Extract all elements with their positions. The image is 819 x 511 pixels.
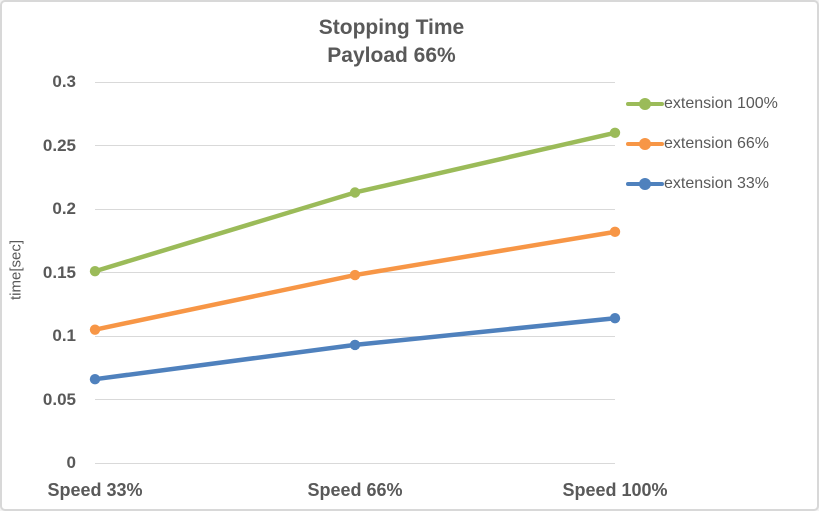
chart-title-line1: Stopping Time [318, 16, 465, 39]
gridline [95, 145, 615, 146]
y-tick-label: 0.3 [52, 72, 76, 91]
legend-line-marker-icon [626, 132, 664, 156]
data-point-marker [89, 266, 101, 277]
legend-item: extension 66% [626, 132, 778, 156]
legend-dot [639, 138, 651, 150]
gridline [95, 462, 615, 464]
data-point-marker [349, 339, 361, 351]
legend-line-marker-icon [626, 92, 664, 116]
data-point-marker [609, 127, 621, 138]
x-tick-label: Speed 66% [307, 480, 403, 500]
legend-dot [639, 178, 651, 190]
series-line [92, 130, 618, 274]
data-point-marker [89, 373, 101, 385]
legend-item: extension 33% [626, 172, 778, 196]
legend-line-marker-icon [626, 172, 664, 196]
y-tick-label: 0.05 [42, 389, 76, 409]
legend: extension 100% extension 66% extension 33% [626, 92, 778, 196]
legend-label: extension 66% [664, 135, 769, 152]
y-tick-label: 0.1 [52, 326, 76, 345]
gridline [95, 81, 615, 83]
gridline [95, 399, 615, 400]
y-tick-label: 0 [66, 453, 76, 472]
data-point-marker [349, 269, 361, 281]
x-tick-label: Speed 100% [562, 480, 668, 500]
data-point-marker [609, 313, 621, 324]
y-tick-label: 0.15 [42, 262, 76, 282]
gridline [95, 335, 615, 337]
y-tick-label: 0.25 [42, 135, 76, 155]
data-point-marker [89, 324, 101, 335]
y-tick-label: 0.2 [52, 199, 76, 218]
data-point-marker [349, 187, 361, 198]
legend-item: extension 100% [626, 92, 778, 116]
legend-label: extension 33% [664, 175, 769, 192]
legend-dot [639, 98, 651, 110]
legend-label: extension 100% [664, 95, 778, 112]
x-tick-label: Speed 33% [47, 480, 143, 500]
chart-title-line2: Payload 66% [327, 44, 456, 67]
chart-title: Stopping Time Payload 66% [2, 14, 781, 70]
gridline [95, 208, 615, 210]
data-point-marker [609, 226, 621, 238]
